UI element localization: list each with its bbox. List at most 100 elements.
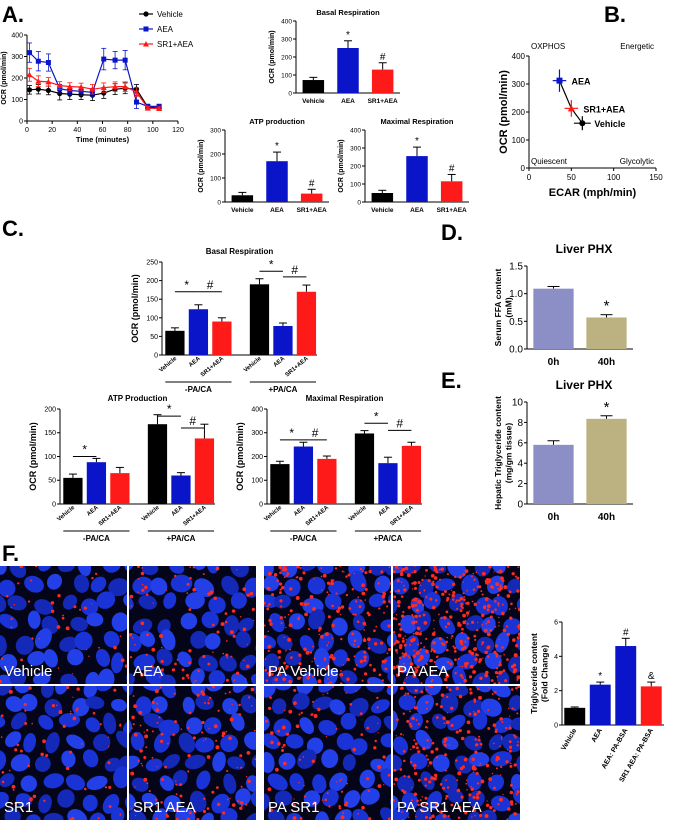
- lipid-droplet: [154, 689, 159, 694]
- lipid-droplet: [450, 723, 454, 728]
- lipid-droplet: [445, 720, 450, 725]
- a-basal-bar: [337, 48, 359, 93]
- lipid-droplet: [421, 578, 424, 582]
- lipid-droplet: [494, 608, 497, 611]
- lipid-droplet: [415, 651, 419, 656]
- e-tg-y-tick-label: 0: [517, 500, 523, 511]
- lipid-droplet: [332, 579, 335, 581]
- nucleus-shape: [46, 573, 63, 590]
- nucleus-shape: [34, 599, 54, 615]
- lipid-droplet: [332, 686, 334, 688]
- lipid-droplet: [204, 738, 207, 740]
- c-atp-bar: [171, 475, 191, 504]
- nucleus-shape: [95, 648, 111, 667]
- lipid-droplet: [430, 573, 435, 578]
- nucleus-shape: [385, 753, 391, 771]
- lipid-droplet: [393, 768, 397, 772]
- lipid-droplet: [310, 713, 314, 716]
- lipid-droplet: [368, 614, 371, 617]
- lipid-droplet: [236, 766, 239, 769]
- a-basal-x-tick-label: SR1+AEA: [368, 98, 398, 105]
- b-energy-point-label: Vehicle: [594, 119, 625, 129]
- nucleus-shape: [374, 575, 391, 594]
- f-tg-significance-mark: *: [598, 671, 602, 682]
- nucleus-shape: [103, 631, 120, 648]
- lipid-droplet: [338, 806, 342, 810]
- nucleus-shape: [404, 635, 420, 657]
- lipid-droplet: [411, 603, 415, 608]
- lipid-droplet: [327, 682, 330, 684]
- lipid-droplet: [480, 779, 485, 784]
- c-basal-x-tick-label: Vehicle: [243, 356, 263, 374]
- lipid-droplet: [277, 729, 280, 733]
- c-atp-y-tick-label: 0: [52, 501, 56, 508]
- lipid-droplet: [341, 570, 344, 573]
- lipid-droplet: [493, 786, 496, 790]
- lipid-droplet: [306, 676, 311, 680]
- micrograph-texture: [393, 686, 520, 820]
- b-energy-y-tick-label: 400: [512, 52, 526, 61]
- lipid-droplet: [462, 620, 467, 625]
- lipid-droplet: [431, 632, 436, 636]
- lipid-droplet: [373, 629, 376, 633]
- lipid-droplet: [346, 782, 348, 785]
- lipid-droplet: [394, 777, 399, 782]
- nucleus-shape: [420, 771, 435, 790]
- lipid-droplet: [431, 741, 435, 745]
- c-maximal-x-tick-label: SR1+AEA: [305, 505, 331, 528]
- micrograph-label: SR1 AEA: [133, 799, 196, 816]
- lipid-droplet: [129, 594, 134, 599]
- lipid-droplet: [228, 691, 231, 694]
- c-maximal-x-tick-label: SR1+AEA: [390, 505, 416, 528]
- nucleus-shape: [44, 698, 62, 717]
- lipid-droplet: [94, 572, 98, 576]
- lipid-droplet: [516, 790, 520, 794]
- a-timecourse-point: [100, 84, 107, 91]
- lipid-droplet: [19, 749, 23, 753]
- lipid-droplet: [79, 608, 82, 611]
- lipid-droplet: [512, 638, 516, 642]
- nucleus-shape: [297, 749, 317, 769]
- e-tg-y-tick-label: 2: [517, 479, 523, 490]
- lipid-droplet: [475, 795, 480, 800]
- lipid-droplet: [326, 591, 329, 594]
- lipid-droplet: [203, 797, 206, 800]
- lipid-droplet: [396, 673, 400, 677]
- lipid-droplet: [468, 793, 472, 797]
- a-timecourse-y-label: OCR (pmol/min): [1, 51, 8, 104]
- b-energy-y-label: OCR (pmol/min): [498, 70, 510, 154]
- lipid-droplet: [239, 754, 243, 758]
- lipid-droplet: [330, 579, 334, 583]
- lipid-droplet: [500, 738, 503, 740]
- lipid-droplet: [340, 637, 343, 641]
- lipid-droplet: [472, 771, 475, 773]
- nucleus-shape: [464, 735, 483, 751]
- c-atp-y-tick-label: 50: [48, 478, 56, 485]
- lipid-droplet: [474, 814, 476, 817]
- nucleus-shape: [190, 668, 205, 684]
- c-maximal-significance-mark: #: [312, 426, 319, 440]
- panel-letter-a: A.: [2, 2, 24, 27]
- f-tg-bar: [564, 707, 586, 725]
- lipid-droplet: [57, 593, 61, 598]
- lipid-droplet: [485, 622, 488, 625]
- lipid-droplet: [496, 593, 500, 597]
- lipid-droplet: [216, 630, 220, 634]
- c-maximal-y-tick-label: 0: [259, 501, 263, 508]
- lipid-droplet: [470, 787, 474, 792]
- lipid-droplet: [166, 814, 170, 818]
- nucleus-shape: [124, 566, 127, 574]
- lipid-droplet: [457, 816, 461, 820]
- lipid-droplet: [460, 604, 463, 608]
- c-basal-y-tick-label: 200: [146, 278, 158, 285]
- d-ffa-bar: [586, 317, 627, 349]
- lipid-droplet: [238, 703, 241, 707]
- lipid-droplet: [353, 639, 357, 643]
- lipid-droplet: [298, 615, 301, 618]
- lipid-droplet: [365, 624, 367, 626]
- lipid-droplet: [389, 590, 391, 594]
- lipid-droplet: [225, 730, 228, 733]
- lipid-droplet: [357, 596, 360, 599]
- lipid-droplet: [245, 803, 248, 806]
- a-atp-y-tick-label: 300: [210, 127, 221, 134]
